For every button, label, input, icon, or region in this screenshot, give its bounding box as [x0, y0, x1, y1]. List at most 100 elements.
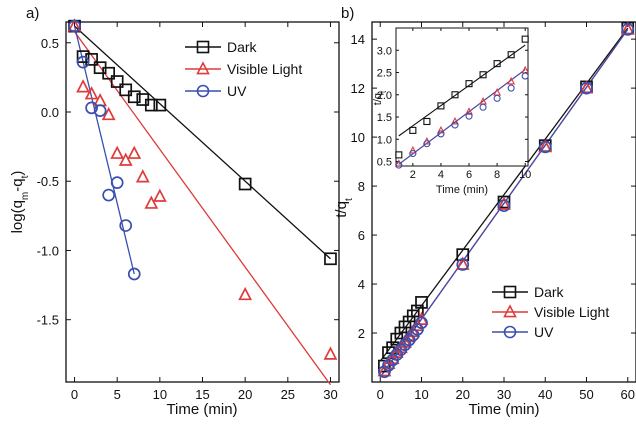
inset-point-visible-light: [451, 116, 459, 125]
panel-b-legend-label-dark: Dark: [534, 284, 565, 300]
inset-ticks: 2 4 6 8 10 0.5 1.0 1.5 2.0 2.5 3.0: [377, 28, 531, 181]
panel-a-legend-marker-uv: [196, 84, 210, 98]
panel-a-legend-label-dark: Dark: [227, 39, 258, 55]
inset-point-uv: [409, 149, 417, 158]
inset-point-uv: [507, 84, 515, 92]
panel-a-x-tick-label: 20: [238, 387, 252, 402]
panel-a-x-tick-label: 5: [114, 387, 121, 402]
panel-a-point-dark: [238, 177, 252, 191]
panel-a-fit-dark: [74, 25, 331, 260]
panel-b-point-visible-light: [579, 80, 594, 94]
panel-b-point-dark: [411, 304, 424, 318]
panel-a-point-visible-light: [84, 86, 99, 100]
panel-a-point-dark: [144, 98, 158, 112]
inset-point-visible-light: [437, 125, 445, 134]
panel-a-point-uv: [127, 267, 141, 281]
panel-b-point-visible-light: [497, 196, 511, 210]
panel-b-x-axis-label: Time (min): [468, 401, 539, 418]
panel-b-x-tick-label: 30: [497, 387, 511, 402]
inset-x-tick-label: 2: [410, 169, 416, 181]
panel-a-points: [67, 18, 338, 360]
panel-a-point-uv: [110, 176, 124, 189]
inset-point-dark: [521, 35, 529, 43]
panel-a-point-visible-light: [76, 79, 90, 93]
panel-a-point-uv: [85, 101, 98, 115]
panel-b-point-uv: [497, 199, 511, 213]
panel-b-label: b): [341, 5, 354, 22]
panel-b-x-tick-label: 10: [414, 387, 428, 402]
inset-x-tick-label: 8: [494, 169, 500, 181]
panel-b-point-uv: [621, 22, 635, 36]
panel-a-x-tick-label: 10: [153, 387, 167, 402]
inset-points: [394, 35, 530, 169]
inset-y-tick-label: 2.5: [377, 68, 392, 80]
panel-a-point-dark: [110, 75, 124, 88]
panel-b-y-tick-label: 12: [351, 81, 365, 96]
panel-a-point-visible-light: [127, 145, 142, 159]
inset-point-dark: [507, 51, 515, 59]
panel-a-point-visible-light: [110, 145, 125, 159]
panel-a-y-tick-label: -1.5: [37, 313, 59, 328]
inset-point-uv: [451, 121, 459, 129]
panel-a-ticks: 0 5 10 15 20 25 30 0.5 0.0 -0.5 -1.0 -1.5: [37, 22, 339, 402]
inset-y-tick-label: 1.5: [377, 112, 392, 124]
panel-a-y-tick-label: -1.0: [37, 243, 59, 258]
inset-point-uv: [395, 161, 403, 169]
panel-b-inset: 2 4 6 8 10 0.5 1.0 1.5 2.0 2.5 3.0 Time (min) t/qt: [372, 27, 531, 196]
inset-y-tick-label: 3.0: [377, 45, 392, 57]
panel-a-x-tick-label: 0: [71, 387, 78, 402]
panel-b-legend-marker-uv: [503, 325, 517, 339]
inset-y-axis-label: t/qt: [372, 90, 388, 105]
panel-a-y-tick-label: -0.5: [37, 174, 59, 189]
panel-b-points: [377, 21, 635, 379]
panel-b-point-dark: [497, 195, 511, 209]
panel-b-legend-label-uv: UV: [534, 324, 554, 340]
panel-b-legend-marker-dark: [503, 285, 517, 299]
panel-b-point-uv: [378, 365, 391, 379]
inset-x-tick-label: 6: [466, 169, 472, 181]
panel-a-point-visible-light: [67, 18, 82, 32]
panel-b-point-uv: [538, 140, 552, 154]
panel-a-point-dark: [119, 83, 133, 97]
panel-b-y-axis-label: t/qt: [333, 198, 355, 218]
panel-b-x-tick-label: 0: [377, 387, 384, 402]
panel-b-point-visible-light: [455, 256, 470, 270]
panel-a-point-visible-light: [152, 188, 167, 202]
panel-b-point-visible-light: [620, 21, 635, 35]
inset-fit-lines: [398, 44, 526, 165]
panel-b-ticks: 0 10 20 30 40 50 60 2 4 6 8 10 12 14: [351, 22, 636, 402]
panel-a-point-dark: [153, 98, 167, 112]
panel-b-y-tick-label: 10: [351, 130, 365, 145]
panel-a-y-tick-label: 0.5: [41, 36, 59, 51]
panel-b-x-tick-label: 40: [538, 387, 552, 402]
inset-fit-dark: [398, 44, 526, 137]
inset-y-tick-label: 2.0: [377, 90, 392, 102]
panel-a-x-tick-label: 30: [323, 387, 337, 402]
panel-a-point-dark: [102, 66, 116, 80]
panel-a-point-uv: [102, 188, 116, 202]
panel-b-y-tick-label: 2: [358, 326, 365, 341]
panel-a-fit-lines: [73, 25, 331, 386]
inset-frame: [395, 27, 529, 167]
panel-a-point-dark: [76, 50, 90, 63]
inset-point-visible-light: [394, 159, 403, 167]
panel-a-point-visible-light: [144, 195, 159, 209]
inset-x-tick-label: 10: [519, 169, 531, 181]
panel-b-chart: b) 0 10 20 30 40 50 60 2 4 6 8 10 12 14 Time (min) t/…: [333, 5, 636, 418]
inset-point-uv: [465, 112, 473, 120]
inset-y-tick-label: 1.0: [377, 134, 392, 146]
panel-b-x-tick-label: 20: [456, 387, 470, 402]
panel-b-legend-marker-visible-light: [503, 304, 517, 318]
inset-point-dark: [493, 60, 501, 68]
panel-a-x-axis-label: Time (min): [166, 401, 237, 418]
panel-b-fit-uv: [379, 28, 629, 378]
panel-a-point-dark: [127, 90, 141, 104]
inset-point-dark: [423, 117, 431, 126]
inset-point-dark: [437, 102, 445, 110]
panel-a-point-uv: [93, 104, 107, 117]
panel-a-point-visible-light: [118, 152, 133, 166]
panel-a-legend: Dark Visible Light UV: [185, 39, 302, 99]
inset-point-dark: [451, 91, 459, 99]
panel-b-y-tick-label: 8: [358, 179, 365, 194]
